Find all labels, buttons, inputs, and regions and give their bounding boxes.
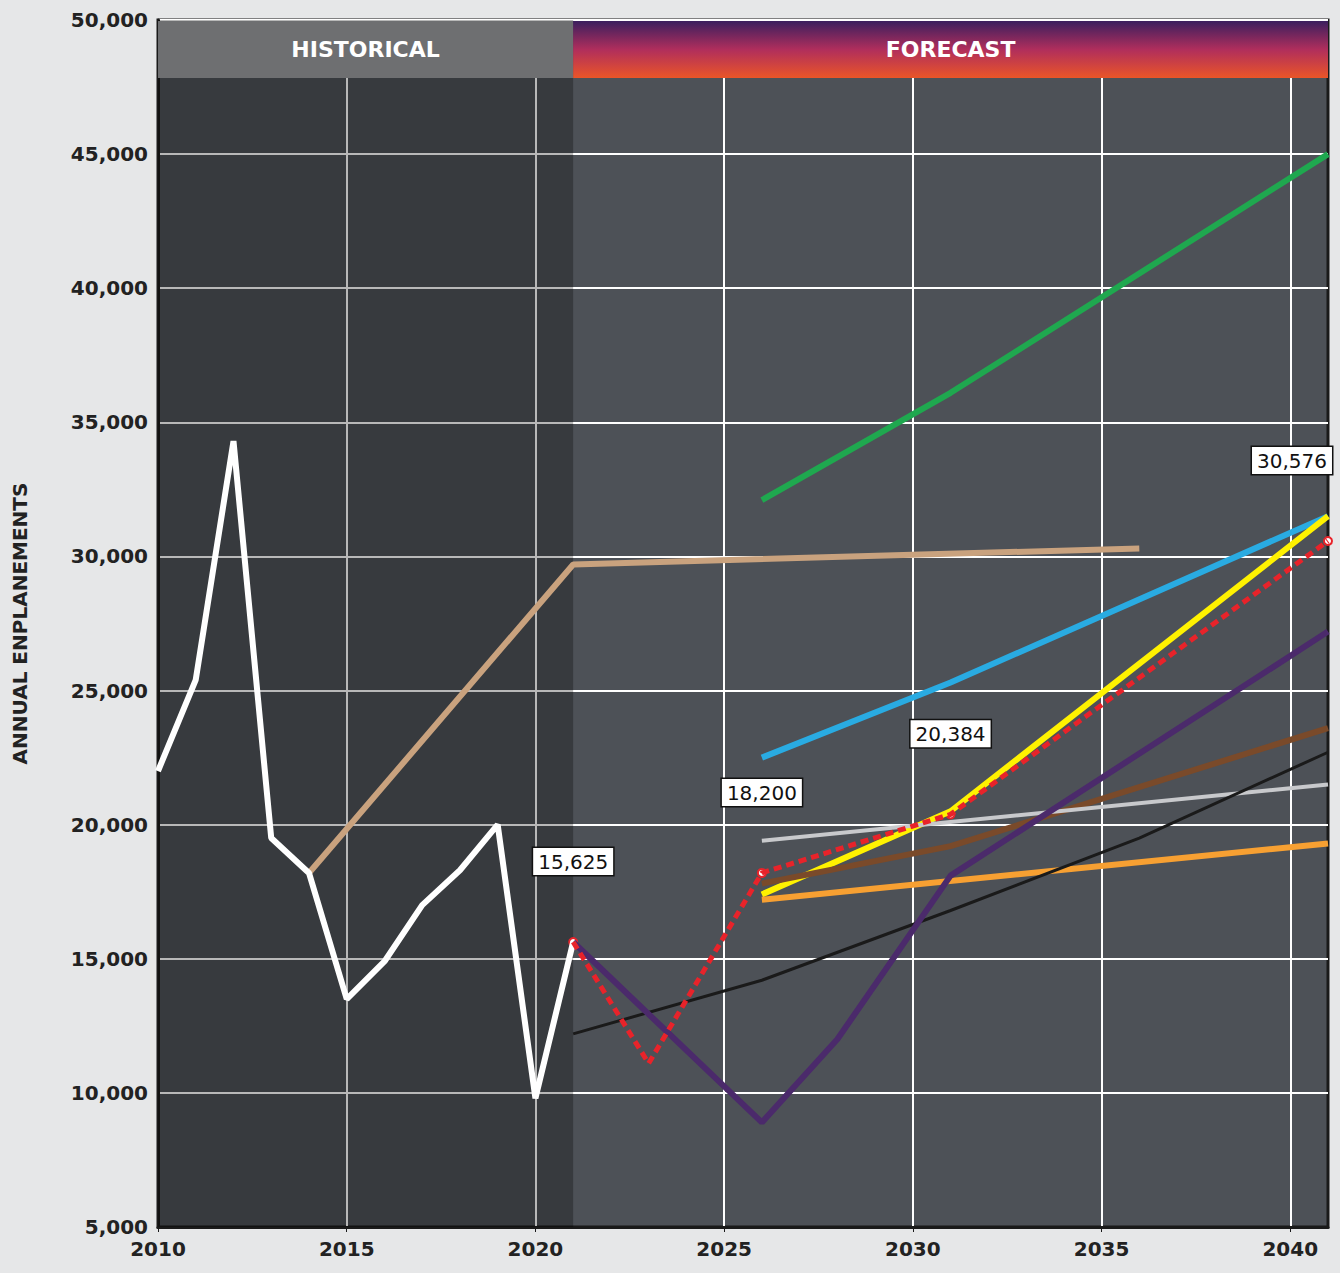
svg-text:HISTORICAL: HISTORICAL [291, 37, 439, 62]
svg-text:10,000: 10,000 [71, 1081, 148, 1105]
svg-text:25,000: 25,000 [71, 679, 148, 703]
svg-text:20,384: 20,384 [916, 722, 986, 746]
svg-text:2030: 2030 [885, 1237, 941, 1261]
svg-text:30,576: 30,576 [1257, 449, 1327, 473]
svg-text:2035: 2035 [1074, 1237, 1130, 1261]
svg-text:2010: 2010 [130, 1237, 186, 1261]
svg-text:5,000: 5,000 [85, 1215, 148, 1239]
svg-text:15,000: 15,000 [71, 947, 148, 971]
svg-text:40,000: 40,000 [71, 276, 148, 300]
svg-text:2040: 2040 [1262, 1237, 1318, 1261]
svg-text:2015: 2015 [319, 1237, 375, 1261]
svg-text:15,625: 15,625 [538, 850, 608, 874]
svg-text:30,000: 30,000 [71, 544, 148, 568]
svg-text:18,200: 18,200 [727, 781, 797, 805]
svg-text:ANNUAL ENPLANEMENTS: ANNUAL ENPLANEMENTS [8, 483, 32, 765]
svg-text:FORECAST: FORECAST [886, 37, 1016, 62]
svg-text:2020: 2020 [508, 1237, 564, 1261]
svg-text:50,000: 50,000 [71, 8, 148, 32]
svg-text:35,000: 35,000 [71, 410, 148, 434]
svg-text:20,000: 20,000 [71, 813, 148, 837]
svg-text:2025: 2025 [696, 1237, 752, 1261]
svg-text:45,000: 45,000 [71, 142, 148, 166]
